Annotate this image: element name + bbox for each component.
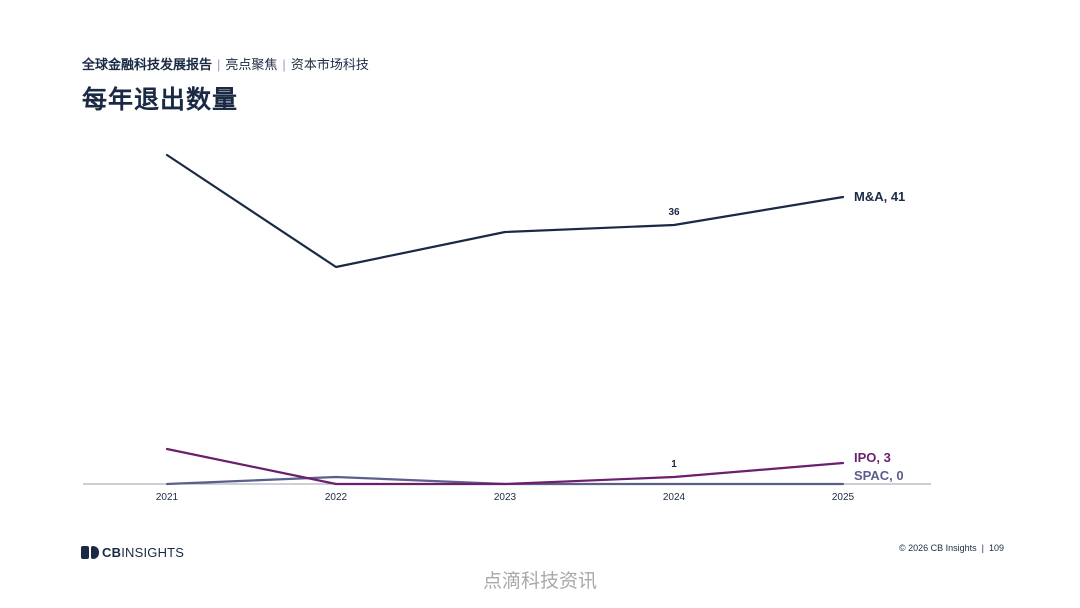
header-separator: | [217, 57, 221, 72]
report-topic: 资本市场科技 [290, 57, 369, 72]
copyright-text: © 2026 CB Insights [898, 543, 977, 553]
x-tick-label: 2023 [494, 492, 517, 503]
report-section: 亮点聚焦 [225, 57, 278, 72]
data-label: 36 [668, 207, 680, 218]
x-tick-label: 2025 [832, 492, 855, 503]
cb-logo-block [81, 545, 89, 559]
series-line-m-a [165, 153, 845, 269]
data-label: 1 [671, 459, 677, 470]
page-number: 109 [988, 543, 1004, 553]
logo-text: CBINSIGHTS [102, 545, 184, 560]
cb-logo-block [91, 545, 99, 559]
series-end-label: IPO, 3 [854, 450, 891, 465]
report-header: 全球金融科技发展报告 | 亮点聚焦 | 资本市场科技 [82, 54, 369, 73]
series-end-label: SPAC, 0 [854, 468, 904, 483]
header-separator: | [282, 57, 286, 72]
footer-separator: | [981, 543, 984, 553]
page-title: 每年退出数量 [82, 86, 239, 114]
x-tick-label: 2024 [663, 492, 686, 503]
report-title: 全球金融科技发展报告 [82, 57, 213, 72]
cb-insights-logo: CBINSIGHTS [81, 544, 184, 560]
cb-logo-icon [81, 545, 99, 559]
footer-copyright-line: © 2026 CB Insights | 109 [899, 543, 1004, 553]
watermark: 点滴科技资讯 [482, 571, 597, 592]
x-tick-label: 2022 [325, 492, 348, 503]
series-end-label: M&A, 41 [854, 189, 905, 204]
logo-suffix: INSIGHTS [121, 544, 185, 560]
series-line-ipo [165, 447, 845, 486]
logo-prefix: CB [102, 544, 122, 560]
x-tick-label: 2021 [156, 492, 179, 503]
